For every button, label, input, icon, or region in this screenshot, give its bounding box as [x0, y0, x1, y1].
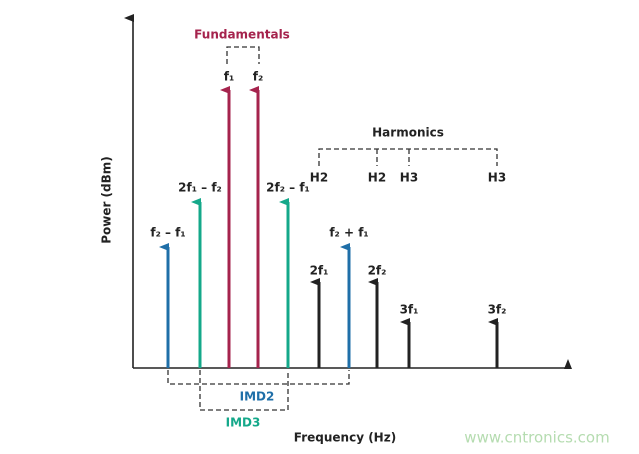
product-label: f₂ + f₁	[329, 226, 368, 240]
fundamentals-bracket	[226, 46, 260, 64]
watermark: www.cntronics.com	[464, 429, 609, 447]
imd2-bracket	[167, 370, 350, 385]
product-label: 2f₂ – f₁	[266, 181, 310, 195]
harmonic-group: H2	[310, 171, 328, 185]
harmonics-bracket	[318, 148, 498, 166]
imd-label: IMD2	[240, 390, 275, 404]
fundamentals-title: Fundamentals	[194, 28, 290, 42]
harmonic-label: 2f₁	[310, 264, 329, 278]
harmonic-group: H3	[488, 171, 506, 185]
harmonic-group: H3	[400, 171, 418, 185]
product-label: f₂ – f₁	[150, 226, 185, 240]
harmonic-label: 3f₂	[488, 303, 507, 317]
y-axis-title: Power (dBm)	[100, 156, 114, 244]
imd3-bracket	[199, 370, 289, 411]
spectral-lines	[159, 86, 499, 368]
harmonic-group: H2	[368, 171, 386, 185]
product-label: 2f₁ – f₂	[178, 181, 222, 195]
harmonic-label: 3f₁	[400, 303, 419, 317]
fundamental-label: f₂	[253, 70, 263, 84]
imd-label: IMD3	[226, 416, 261, 430]
x-axis-title: Frequency (Hz)	[294, 431, 396, 445]
harmonic-label: 2f₂	[368, 264, 387, 278]
harmonics-title: Harmonics	[372, 126, 444, 140]
fundamental-label: f₁	[224, 70, 234, 84]
